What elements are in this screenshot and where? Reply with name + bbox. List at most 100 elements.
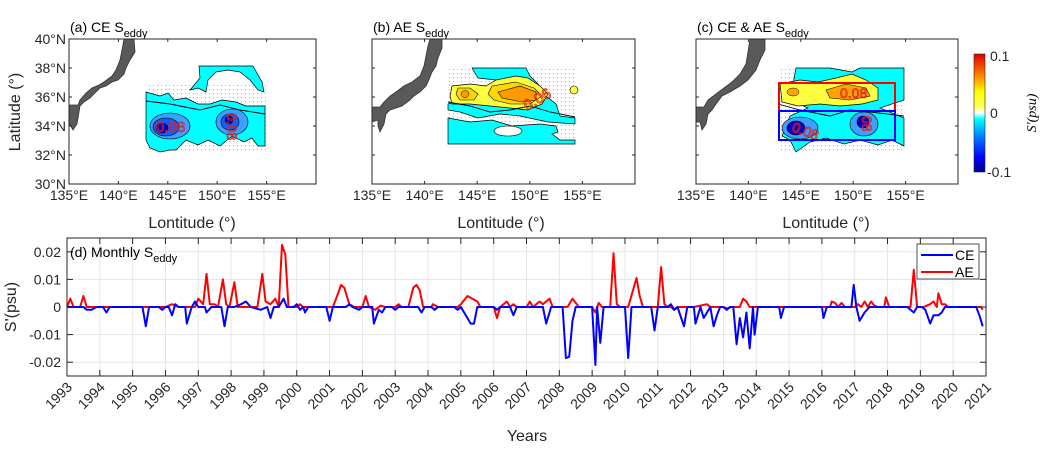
x-tick-label: 145°E [458,187,496,203]
x-tick-label: 2016 [797,379,830,412]
x-tick-label: 2020 [928,379,961,412]
x-tick-label: 2002 [337,379,370,412]
x-tick-label: 2006 [468,379,501,412]
x-tick-label: 2013 [698,379,731,412]
x-tick-label: 150°E [511,187,549,203]
x-tick-label: 1995 [107,379,140,412]
x-tick-label: 2001 [304,379,337,412]
panel-b-ticks: 135°E 140°E 145°E 150°E 155°E [353,38,635,203]
panel-c-ticks: 135°E 140°E 145°E 150°E 155°E [677,38,958,203]
x-tick-label: 155°E [886,187,924,203]
y-tick-label: 0 [53,299,61,315]
panel-c: (c) CE & AE Seddy 0.08 0.08 08 135°E 140°… [677,19,1040,232]
series-line-ce [67,283,984,366]
x-tick-label: 150°E [834,187,872,203]
x-tick-label: 140°E [729,187,767,203]
contour-ae-east [569,85,579,95]
y-tick-label: 34°N [35,118,66,134]
y-tick-label: 38°N [35,60,66,76]
panel-a-ticks: 135°E 140°E 145°E 150°E 155°E 30°N 32°N 34°N 36°… [35,31,316,203]
x-tick-label: 135°E [50,187,88,203]
x-tick-label: 2021 [961,379,994,412]
x-tick-label: 2008 [534,379,567,412]
contour-label-ae: 0.08 [840,85,867,101]
contour-cyan-arc [189,65,265,93]
x-tick-label: 1998 [206,379,239,412]
mean-path-line [777,103,905,117]
colorbar-tick-min: -0.1 [987,164,1011,180]
panel-a: (a) CE Seddy 0.08 0.08 135°E 140°E 145°E 15… [7,19,317,232]
x-tick-label: 135°E [677,187,715,203]
y-tick-label: 30°N [35,176,66,192]
legend-ce-label: CE [955,247,974,263]
x-tick-label: 2007 [501,379,534,412]
x-tick-label: 1993 [42,379,75,412]
panel-c-title: (c) CE & AE Seddy [697,19,809,40]
contour-gap [493,125,523,137]
mean-path-line [145,100,266,115]
colorbar-label: S'(psu) [1025,93,1040,132]
contour-ce-core-2-center [224,115,234,125]
x-tick-label: 2003 [370,379,403,412]
x-tick-label: 135°E [353,187,391,203]
x-tick-label: 2014 [731,379,764,412]
colorbar-tick-max: 0.1 [990,48,1010,64]
contour-label: 0.08 [156,119,185,136]
y-tick-label: 40°N [35,31,66,47]
panel-b: (b) AE Seddy 0.06 135°E 140°E 145°E 150°E 15… [353,19,636,232]
x-tick-label: 2000 [272,379,305,412]
x-tick-label: 2015 [764,379,797,412]
x-tick-label: 1996 [140,379,173,412]
x-tick-label: 140°E [405,187,443,203]
x-tick-label: 2012 [665,379,698,412]
land-japan [696,39,766,131]
land-japan [69,39,136,131]
contour-ce-core-2-inner [856,115,870,129]
x-tick-label: 145°E [782,187,820,203]
y-tick-label: -0.02 [29,354,61,370]
panel-d-ylabel: S'(psu) [3,282,20,332]
x-tick-label: 2009 [567,379,600,412]
panel-a-axes [68,38,317,185]
legend: CE AE [916,243,980,280]
panel-b-title: (b) AE Seddy [373,19,449,40]
panel-a-ylabel: Latitude (°) [7,73,24,151]
panel-c-xlabel: Lontitude (°) [782,215,869,232]
contour-ce-core-1-center [155,122,169,134]
contour-ce-core-1-inner [786,120,806,136]
x-tick-label: 150°E [198,187,236,203]
x-tick-label: 2004 [403,379,436,412]
colorbar [973,53,986,173]
contour-ae-core-west [460,90,470,98]
legend-ae-label: AE [955,264,974,280]
panel-d-series [66,243,984,366]
y-tick-label: 0.01 [34,271,61,287]
x-tick-label: 2010 [600,379,633,412]
x-tick-label: 145°E [149,187,187,203]
x-tick-label: 2005 [436,379,469,412]
colorbar-tick-zero: 0 [990,105,998,121]
x-tick-label: 155°E [563,187,601,203]
contour-ae-orange [497,85,537,103]
panel-d-xlabel: Years [507,428,547,445]
panel-a-title: (a) CE Seddy [70,19,148,40]
panel-d-title: (d) Monthly Seddy [70,244,178,265]
ce-region-box [778,110,896,141]
contour-label-ce-2: 08 [859,116,875,132]
x-tick-label: 2011 [633,379,666,412]
x-tick-label: 155°E [247,187,285,203]
panel-b-xlabel: Lontitude (°) [457,215,544,232]
contour-label-2: 0.08 [224,113,240,140]
x-tick-label: 1994 [75,379,108,412]
y-tick-label: 36°N [35,89,66,105]
x-tick-label: 2017 [829,379,862,412]
y-tick-label: 32°N [35,147,66,163]
panel-c-axes [695,38,959,185]
panel-b-axes [371,38,636,185]
legend-box [916,243,980,280]
contour-ae-core-west [786,87,800,97]
x-tick-label: 2018 [862,379,895,412]
x-tick-label: 140°E [99,187,137,203]
mean-path-line [447,101,576,118]
